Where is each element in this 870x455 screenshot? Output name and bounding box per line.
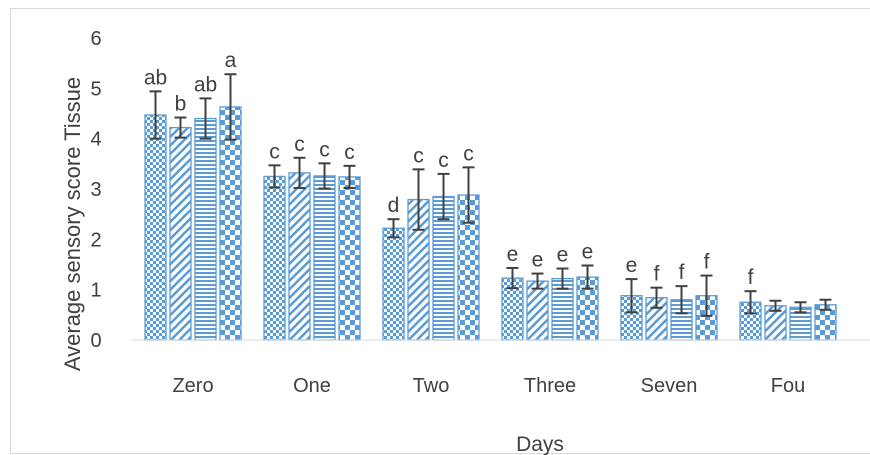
x-category-label: Zero [172,375,213,397]
x-category-label: Two [413,375,450,397]
error-bar [318,162,331,190]
x-category-label: One [293,375,331,397]
error-bar [387,218,400,239]
bar-one-1 [263,175,286,341]
error-bar [437,172,450,221]
bar-one-4 [338,176,361,341]
error-bar [293,156,306,189]
error-bar [675,285,688,315]
significance-letter: e [507,243,519,266]
bar-three-2 [526,280,549,341]
x-category-label: Seven [641,375,698,397]
bar-one-3 [313,175,336,341]
significance-letter: c [463,142,474,165]
y-tick-label: 5 [90,78,101,100]
error-bar [744,290,757,315]
error-bar [819,298,832,311]
chart-frame [10,8,870,454]
significance-letter: a [225,49,237,72]
significance-letter: f [654,263,660,286]
y-tick-label: 4 [90,129,101,151]
error-bar [625,278,638,314]
significance-letter: e [557,244,569,267]
significance-letter: d [388,194,400,217]
error-bar [149,90,162,140]
significance-letter: f [679,261,685,284]
error-bar [556,267,569,290]
y-axis-ticks: 0 1 2 3 4 5 6 [90,28,101,352]
error-bar [769,299,782,312]
error-bar [343,164,356,189]
x-axis-categories: Zero One Two Three Seven Fou [172,375,805,397]
significance-letter: e [582,241,594,264]
significance-letter: c [438,149,449,172]
significance-letter: f [704,251,710,274]
bar-one-2 [288,172,311,341]
error-bar [412,168,425,231]
error-bar [268,164,281,189]
bar-zero-2 [169,126,192,341]
y-tick-label: 6 [90,28,101,50]
error-bar [506,267,519,290]
error-bar [224,73,237,141]
bar-zero-4 [219,106,242,341]
bar-two-1 [382,227,405,341]
error-bar [581,264,594,290]
error-bar [174,116,187,139]
significance-letter: e [626,254,638,277]
y-tick-label: 1 [90,280,101,302]
bar-zero-1 [144,114,167,341]
error-bar [700,274,713,317]
error-bar [794,301,807,314]
significance-letter: b [175,93,187,116]
x-axis-title: Days [516,433,564,455]
y-tick-label: 2 [90,229,101,251]
error-bar [531,272,544,290]
error-bar [462,166,475,224]
significance-letter: ab [144,66,167,89]
error-bar [650,286,663,309]
significance-letter: c [413,144,424,167]
significance-letter: c [319,138,330,161]
significance-letter: c [294,133,305,156]
y-tick-label: 0 [90,330,101,352]
significance-letter: c [344,141,355,164]
significance-letter: e [532,249,544,272]
bar-zero-3 [194,117,217,341]
x-category-label: Three [524,375,576,397]
significance-letter: c [269,140,280,163]
x-category-label: Fou [771,375,805,397]
y-axis-title: Average sensory score Tissue [60,77,85,371]
significance-letter: ab [194,73,217,96]
error-bar [199,97,212,140]
y-tick-label: 3 [90,179,101,201]
significance-letter: f [748,266,754,289]
